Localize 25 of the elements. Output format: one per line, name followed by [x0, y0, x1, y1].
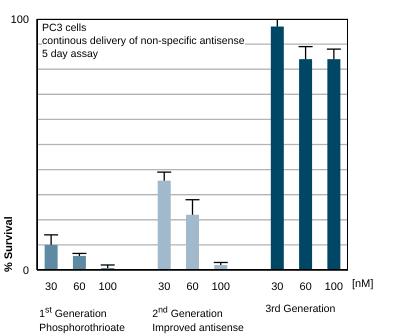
- x-tick-label: 100: [212, 280, 230, 293]
- bar: [299, 59, 312, 270]
- y-axis-title: % Survival: [3, 216, 15, 272]
- x-tick-label: 60: [299, 280, 312, 293]
- text: continous delivery of non-specific antisense: [42, 35, 245, 47]
- bar: [158, 180, 171, 270]
- x-tick-label: 100: [324, 280, 344, 293]
- y-tick-label: 0: [22, 264, 29, 277]
- bar: [72, 256, 86, 270]
- text: 1$^{st}$ Generation Phosphorothrioate: [39, 304, 125, 334]
- chart-title: PC3 cells: [42, 22, 86, 34]
- bar: [44, 244, 58, 270]
- x-tick-label: 30: [158, 280, 170, 293]
- text: 2$^{nd}$ Generation Improved antisense: [152, 304, 244, 334]
- bar: [186, 214, 199, 270]
- annotation: 5 day assay: [42, 48, 98, 60]
- x-tick-label: 60: [186, 280, 199, 293]
- x-tick-label: 100: [98, 280, 117, 293]
- bar: [270, 26, 284, 270]
- bar: [327, 59, 340, 270]
- x-tick-label: 30: [45, 280, 58, 293]
- x-tick-label: 30: [271, 280, 284, 293]
- x-tick-label: 60: [73, 280, 86, 293]
- text: 3rd Generation: [265, 303, 336, 315]
- x-axis-title: [nM]: [352, 278, 374, 290]
